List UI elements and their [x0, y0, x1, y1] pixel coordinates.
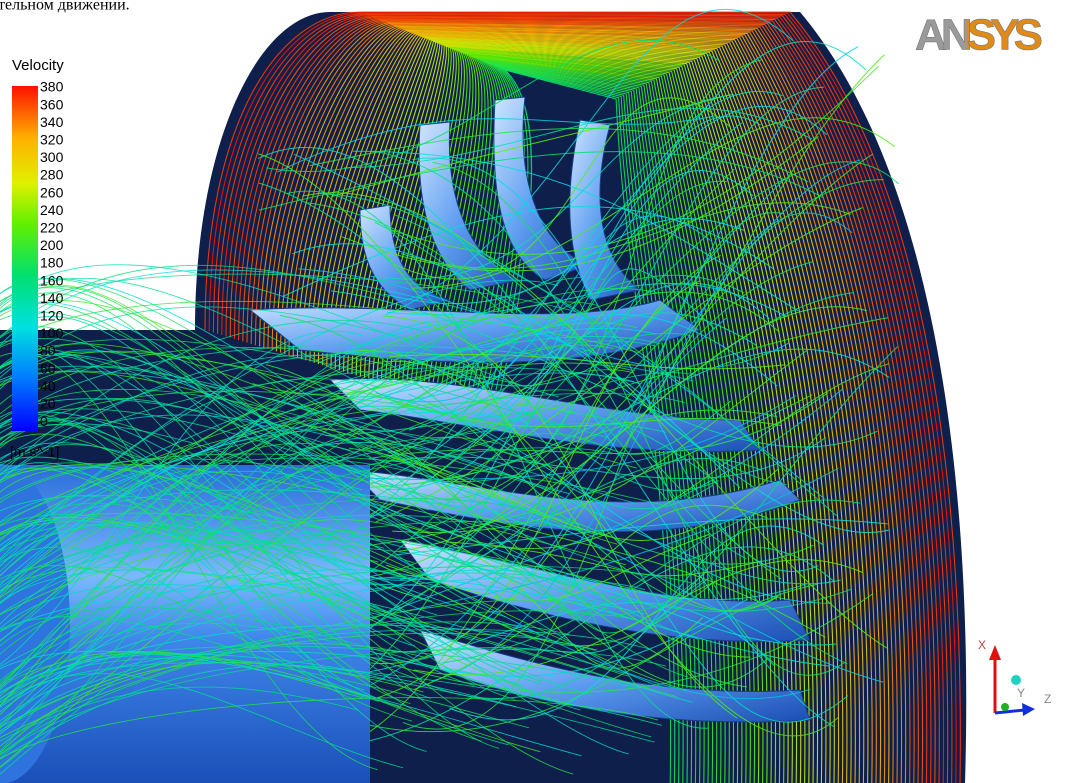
legend-tick-label: 360 — [40, 96, 64, 112]
legend-tick-label: 100 — [40, 325, 64, 341]
legend-tick-label: 340 — [40, 114, 64, 130]
render-view: тельном движении. ANSYS Velocity 380360 3… — [0, 0, 1079, 783]
page: тельном движении. ANSYS Velocity 380360 3… — [0, 0, 1079, 783]
legend-tick-label: 200 — [40, 237, 64, 253]
legend-tick-label: 120 — [40, 308, 64, 324]
y-label: Y — [1017, 686, 1025, 700]
legend-tick-label: 240 — [40, 202, 64, 218]
legend-tick-label: 180 — [40, 255, 64, 271]
legend-tick-label: 160 — [40, 272, 64, 288]
x-label: X — [978, 638, 986, 652]
legend-unit: [m s^-1] — [10, 444, 59, 460]
legend-tick-label: 80 — [40, 343, 56, 359]
legend-tick-label: 0 — [40, 413, 48, 429]
legend-tick-label: 380 — [40, 79, 64, 95]
logo: ANSYS — [915, 11, 1043, 60]
legend-tick-label: 40 — [40, 378, 56, 394]
legend-title: Velocity — [12, 57, 64, 74]
legend-tick-label: 20 — [40, 396, 56, 412]
legend-tick-label: 260 — [40, 184, 64, 200]
colorbar — [12, 86, 38, 431]
legend-tick-label: 280 — [40, 167, 64, 183]
legend-tick-label: 300 — [40, 149, 64, 165]
caption: тельном движении. — [0, 0, 130, 14]
z-label: Z — [1044, 692, 1051, 706]
legend-tick-label: 140 — [40, 290, 64, 306]
y-axis-dot — [1001, 703, 1009, 711]
legend-tick-label: 220 — [40, 220, 64, 236]
legend-tick-label: 60 — [40, 360, 56, 376]
legend-tick-label: 320 — [40, 132, 64, 148]
triad-sphere — [1011, 675, 1021, 685]
